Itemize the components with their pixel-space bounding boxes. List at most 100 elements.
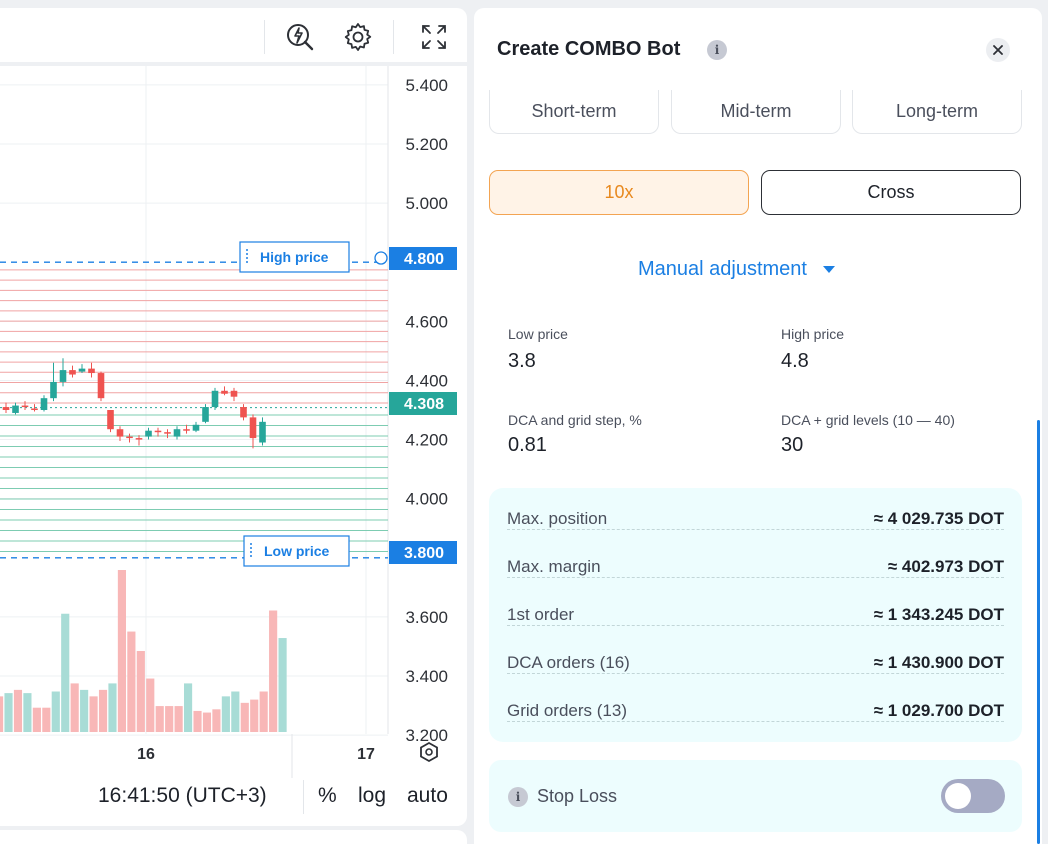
summary-row: Grid orders (13) ≈ 1 029.700 DOT bbox=[507, 697, 1004, 727]
create-bot-panel: Create COMBO Bot i Short-term Mid-term L… bbox=[474, 8, 1042, 844]
date-tick: 16 bbox=[137, 746, 155, 763]
term-long-button[interactable]: Long-term bbox=[852, 90, 1022, 134]
log-scale-toggle[interactable]: log bbox=[358, 784, 387, 807]
high-price-handle[interactable] bbox=[374, 251, 388, 265]
price-tick: 3.200 bbox=[405, 726, 448, 745]
candle-body bbox=[2, 407, 10, 410]
order-summary: Max. position ≈ 4 029.735 DOT Max. margi… bbox=[489, 488, 1022, 742]
high-price-badge: 4.800 bbox=[389, 247, 457, 270]
candle-body bbox=[183, 429, 190, 431]
candle-body bbox=[40, 398, 48, 410]
current-price-badge-text: 4.308 bbox=[404, 396, 444, 413]
toggle-knob bbox=[945, 783, 971, 809]
step-label: DCA and grid step, % bbox=[508, 412, 642, 428]
chart-panel: 5.400 5.200 5.000 4.600 4.400 4.200 4.000 3.600… bbox=[0, 8, 467, 826]
settings-gear-icon[interactable] bbox=[341, 20, 375, 54]
low-price-tag[interactable]: Low price bbox=[243, 535, 350, 567]
chart-toolbar bbox=[0, 8, 467, 66]
indicator-search-icon[interactable] bbox=[283, 20, 317, 54]
volume-bar bbox=[174, 706, 183, 732]
low-price-input[interactable]: 3.8 bbox=[508, 350, 536, 372]
step-input[interactable]: 0.81 bbox=[508, 434, 547, 456]
summary-row: DCA orders (16) ≈ 1 430.900 DOT bbox=[507, 649, 1004, 679]
caret-down-icon bbox=[822, 266, 835, 273]
volume-bar bbox=[98, 689, 108, 732]
manual-adjustment-label: Manual adjustment bbox=[638, 258, 807, 280]
axis-settings-icon[interactable] bbox=[420, 741, 438, 763]
high-price-label: High price bbox=[781, 326, 845, 342]
price-tick: 3.600 bbox=[405, 608, 448, 627]
volume-bar bbox=[259, 691, 268, 732]
leverage-button[interactable]: 10x bbox=[489, 170, 749, 215]
volume-bar bbox=[231, 691, 240, 732]
volume-bar bbox=[51, 691, 60, 732]
candle-body bbox=[249, 417, 257, 439]
close-button[interactable] bbox=[986, 38, 1010, 62]
candle-body bbox=[211, 390, 219, 408]
volume-bar bbox=[4, 693, 13, 732]
percent-scale-toggle[interactable]: % bbox=[318, 784, 337, 807]
candle-body bbox=[59, 370, 67, 382]
margin-mode-button[interactable]: Cross bbox=[761, 170, 1021, 215]
summary-label: 1st order bbox=[507, 605, 583, 625]
candle-body bbox=[221, 390, 228, 394]
summary-row: 1st order ≈ 1 343.245 DOT bbox=[507, 601, 1004, 631]
high-price-badge-text: 4.800 bbox=[404, 251, 444, 268]
levels-input[interactable]: 30 bbox=[781, 434, 804, 456]
manual-adjustment-dropdown[interactable]: Manual adjustment bbox=[638, 258, 835, 281]
price-tick: 4.000 bbox=[405, 490, 448, 509]
low-price-tag-label: Low price bbox=[264, 543, 330, 559]
summary-label: DCA orders (16) bbox=[507, 653, 638, 673]
volume-bar bbox=[117, 570, 126, 732]
volume-bar bbox=[61, 613, 70, 732]
toolbar-divider bbox=[264, 20, 265, 54]
candle-body bbox=[154, 430, 162, 433]
volume-bar bbox=[89, 696, 98, 732]
title-info-icon[interactable]: i bbox=[707, 40, 727, 60]
chart-clock: 16:41:50 (UTC+3) bbox=[98, 784, 267, 807]
volume-bar bbox=[250, 699, 259, 732]
candle-body bbox=[97, 373, 105, 399]
toolbar-divider bbox=[393, 20, 394, 54]
low-price-badge-text: 3.800 bbox=[404, 545, 444, 562]
volume-bar bbox=[136, 651, 145, 732]
high-price-tag[interactable]: High price bbox=[239, 241, 350, 273]
candle-body bbox=[135, 438, 143, 440]
stop-loss-toggle[interactable] bbox=[941, 779, 1005, 813]
panel-title: Create COMBO Bot bbox=[497, 38, 681, 60]
candle-body bbox=[107, 410, 114, 430]
volume-bar bbox=[165, 706, 174, 732]
volume-bar bbox=[108, 683, 117, 732]
price-tick: 5.200 bbox=[405, 135, 448, 154]
price-tick: 5.000 bbox=[405, 194, 448, 213]
volume-bar bbox=[221, 696, 230, 732]
panel-scrollbar[interactable] bbox=[1037, 420, 1040, 844]
footer-divider bbox=[303, 780, 304, 814]
candle-body bbox=[50, 381, 57, 399]
price-chart[interactable]: 5.400 5.200 5.000 4.600 4.400 4.200 4.000 3.600… bbox=[0, 66, 467, 778]
fullscreen-icon[interactable] bbox=[417, 20, 451, 54]
term-short-button[interactable]: Short-term bbox=[489, 90, 659, 134]
close-icon bbox=[993, 45, 1003, 55]
stop-loss-label: Stop Loss bbox=[537, 786, 618, 806]
price-tick: 5.400 bbox=[405, 76, 448, 95]
term-mid-button[interactable]: Mid-term bbox=[671, 90, 841, 134]
summary-value: ≈ 1 343.245 DOT bbox=[865, 605, 1004, 625]
volume-bar bbox=[127, 631, 136, 732]
high-price-tag-label: High price bbox=[260, 249, 329, 265]
chart-footer: 16:41:50 (UTC+3) % log auto bbox=[0, 778, 467, 816]
volume-bar bbox=[212, 709, 221, 732]
candle-body bbox=[12, 405, 19, 413]
candle-body bbox=[259, 421, 266, 443]
price-tick: 4.600 bbox=[405, 312, 448, 331]
auto-scale-toggle[interactable]: auto bbox=[407, 784, 448, 807]
candle-body bbox=[21, 405, 29, 408]
high-price-input[interactable]: 4.8 bbox=[781, 350, 809, 372]
current-price-badge: 4.308 bbox=[389, 392, 457, 415]
volume-bar bbox=[80, 689, 89, 732]
volume-bar bbox=[0, 696, 4, 732]
date-tick: 17 bbox=[357, 746, 375, 763]
price-tick: 4.400 bbox=[405, 371, 448, 390]
stop-loss-info-icon[interactable]: i bbox=[508, 787, 528, 807]
candle-body bbox=[31, 408, 38, 411]
